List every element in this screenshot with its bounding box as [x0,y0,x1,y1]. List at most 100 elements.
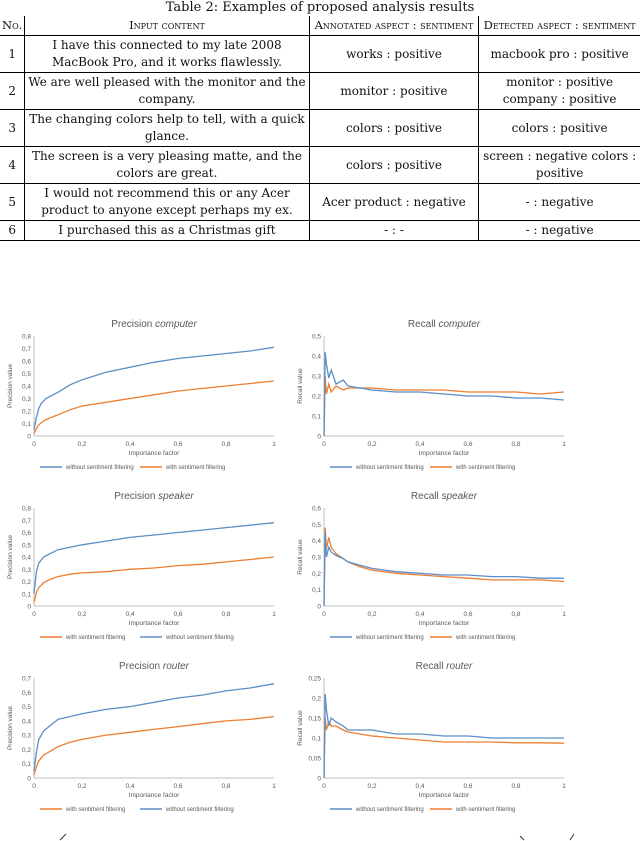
y-tick-label: 0 [27,776,31,783]
y-tick-label: 0,7 [22,676,31,683]
y-tick-label: 0,4 [312,354,321,361]
x-tick-label: 0,6 [173,441,182,448]
y-tick-label: 0,1 [312,736,321,743]
x-tick-label: 0,8 [221,441,230,448]
row-annotated: works : positive [309,35,480,73]
x-tick-label: 0,2 [77,441,86,448]
x-tick-label: 0,2 [367,441,376,448]
row-number: 6 [0,220,26,241]
legend-label-without: without sentiment filtering [165,807,234,813]
y-tick-label: 0,2 [22,579,31,586]
legend-label-without: without sentiment filtering [65,465,134,471]
chart-title: Recall computer [408,319,481,330]
x-tick-label: 0 [32,611,36,618]
table-row: 5 I would not recommend this or any Acer… [0,183,640,221]
x-axis-label: Importance factor [129,450,180,457]
y-tick-label: 0,4 [22,384,31,391]
y-tick-label: 0,5 [312,522,321,529]
recall-computer-chart: Recall computer 0 0,1 0,2 0,3 0,4 0,5 0 0,2 0,4 0,… [297,319,566,471]
row-detected: macbook pro : positive [478,35,640,73]
legend-label-without: without sentiment filtering [355,807,424,813]
x-tick-label: 0 [32,441,36,448]
y-tick-label: 0,4 [22,555,31,562]
row-detected: monitor : positive company : positive [478,72,640,110]
table-row: 1 I have this connected to my late 2008 … [0,35,640,73]
results-table: No. Input content Annotated aspect : sen… [0,16,640,241]
recall-router-chart: Recall router 0 0,05 0,1 0,15 0,2 0,25 0 0,2 0,4 0… [297,661,566,813]
recall-speaker-chart: Recall speaker 0 0,1 0,2 0,3 0,4 0,5 0,6 0 0,2 0,4… [297,491,566,641]
y-tick-label: 0,6 [22,530,31,537]
x-axis-label: Importance factor [419,792,470,799]
row-detected: colors : positive [478,109,640,147]
x-tick-label: 1 [562,441,566,448]
y-tick-label: 0,3 [22,733,31,740]
y-tick-label: 0 [317,434,321,441]
chart-title: Precision speaker [114,491,194,502]
legend-label-with: with sentiment filtering [165,465,225,471]
series-line-with [323,375,565,437]
x-axis-label: Importance factor [419,620,470,627]
cropped-caption-fragment [59,833,575,841]
y-tick-label: 0,1 [312,587,321,594]
y-axis-label: Precision value [7,535,14,579]
series-line-without [323,532,564,607]
y-tick-label: 0,8 [22,506,31,513]
series-line-with [33,556,275,603]
y-tick-label: 0,5 [22,704,31,711]
y-axis-label: Recall value [297,710,304,746]
x-tick-label: 0,4 [125,611,134,618]
series-line-without [33,346,275,430]
precision-computer-chart: Precision computer 0 0,1 0,2 0,3 0,4 0,5 0,6 0,7… [7,319,276,471]
row-number: 1 [0,35,26,73]
x-tick-label: 0,6 [463,611,472,618]
x-tick-label: 0,8 [221,783,230,790]
x-tick-label: 0,4 [125,783,134,790]
y-tick-label: 0,1 [22,421,31,428]
row-annotated: colors : positive [309,109,480,147]
table-row: 6 I purchased this as a Christmas gift -… [0,220,640,241]
row-input: We are well pleased with the monitor and… [24,72,310,110]
row-annotated: - : - [309,220,480,241]
row-input: I would not recommend this or any Acer p… [24,183,310,221]
y-tick-label: 0,2 [312,696,321,703]
x-tick-label: 0,2 [77,783,86,790]
x-tick-label: 0 [322,441,326,448]
legend-label-with: with sentiment filtering [455,807,515,813]
y-tick-label: 0,7 [22,346,31,353]
x-tick-label: 1 [272,441,276,448]
y-tick-label: 0,3 [312,374,321,381]
header-detected: Detected aspect : sentiment [478,16,640,36]
y-axis-label: Precision value [7,364,14,408]
y-tick-label: 0,15 [308,716,321,723]
x-axis-label: Importance factor [419,450,470,457]
table-row: 3 The changing colors help to tell, with… [0,109,640,147]
y-tick-label: 0,8 [22,334,31,341]
chart-title: Recall router [416,661,473,672]
legend-label-with: with sentiment filtering [455,635,515,641]
series-line-without [323,351,565,437]
series-line-with [33,380,275,434]
y-tick-label: 0,3 [22,396,31,403]
x-tick-label: 1 [562,611,566,618]
x-axis-label: Importance factor [129,620,180,627]
legend-label-with: with sentiment filtering [65,635,125,641]
row-detected: - : negative [478,220,640,241]
series-line-with [33,715,275,776]
chart-title: Recall speaker [411,491,478,502]
y-axis-label: Recall value [297,368,304,404]
table-row: 4 The screen is a very pleasing matte, a… [0,146,640,184]
x-tick-label: 0,2 [367,611,376,618]
y-tick-label: 0,05 [308,756,321,763]
x-tick-label: 0,8 [511,783,520,790]
legend-label-with: with sentiment filtering [455,465,515,471]
x-tick-label: 0,6 [173,611,182,618]
chart-title: Precision router [119,661,190,672]
y-tick-label: 0 [317,604,321,611]
row-number: 4 [0,146,26,184]
y-tick-label: 0,25 [308,676,321,683]
y-tick-label: 0,2 [22,409,31,416]
series-line-with [323,717,565,779]
chart-title: Precision computer [111,319,197,330]
legend-label-with: with sentiment filtering [65,807,125,813]
legend-label-without: without sentiment filtering [355,465,424,471]
